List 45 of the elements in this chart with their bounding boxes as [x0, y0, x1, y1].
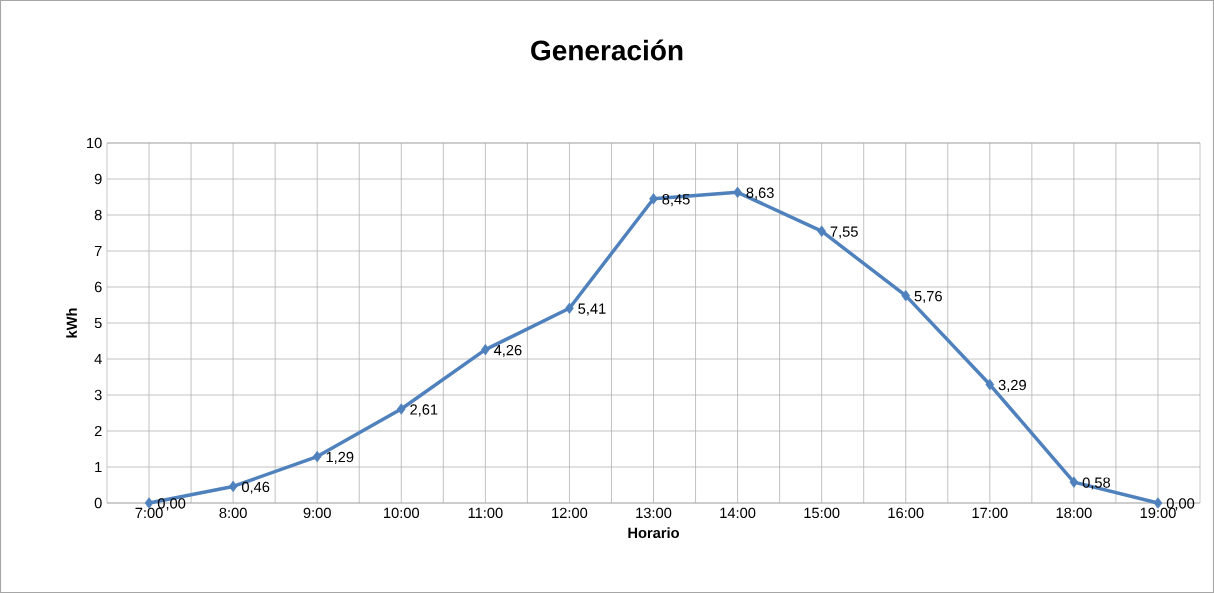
- y-tick-label: 1: [95, 461, 102, 473]
- x-tick-label: 10:00: [384, 507, 420, 519]
- y-tick-label: 7: [94, 245, 102, 257]
- data-label: 5,76: [914, 290, 942, 304]
- x-tick-label: 11:00: [468, 507, 503, 519]
- y-axis-title: kWh: [66, 308, 77, 338]
- x-tick-label: 8:00: [219, 507, 247, 519]
- x-tick-label: 15:00: [804, 507, 840, 519]
- data-label: 3,29: [998, 379, 1026, 392]
- data-label: 0,58: [1082, 477, 1111, 490]
- data-label: 4,26: [493, 344, 522, 358]
- data-label: 1,29: [326, 451, 354, 464]
- y-tick-label: 4: [94, 353, 102, 365]
- x-tick-label: 14:00: [720, 507, 756, 519]
- x-tick-label: 18:00: [1056, 507, 1092, 519]
- y-tick-label: 8: [94, 209, 102, 221]
- y-tick-label: 2: [94, 425, 102, 437]
- x-tick-label: 9:00: [303, 507, 331, 519]
- point: [565, 302, 574, 314]
- point: [733, 186, 742, 198]
- point: [817, 225, 826, 237]
- point: [396, 403, 406, 415]
- y-tick-label: 9: [94, 173, 102, 185]
- y-tick-label: 3: [94, 389, 102, 401]
- point: [1069, 476, 1079, 488]
- chart-title: Generación: [531, 39, 683, 61]
- data-label: 5,41: [578, 303, 606, 316]
- y-tick-label: 5: [94, 317, 102, 329]
- x-tick-label: 17:00: [972, 507, 1008, 519]
- point: [649, 193, 658, 205]
- point: [985, 378, 995, 391]
- data-label: 2,61: [410, 404, 438, 417]
- data-label: 0,46: [241, 481, 270, 494]
- point: [312, 450, 322, 463]
- y-tick-label: 10: [87, 137, 102, 149]
- data-label: 7,55: [830, 226, 858, 239]
- point: [901, 289, 911, 302]
- x-tick-label: 13:00: [636, 507, 672, 519]
- x-tick-label: 12:00: [552, 507, 588, 519]
- x-tick-label: 16:00: [888, 507, 924, 519]
- x-axis-title: Horario: [628, 527, 680, 539]
- y-tick-label: 6: [94, 281, 102, 293]
- point: [228, 480, 238, 493]
- y-tick-label: 0: [94, 497, 102, 509]
- data-label: 8,63: [746, 187, 774, 200]
